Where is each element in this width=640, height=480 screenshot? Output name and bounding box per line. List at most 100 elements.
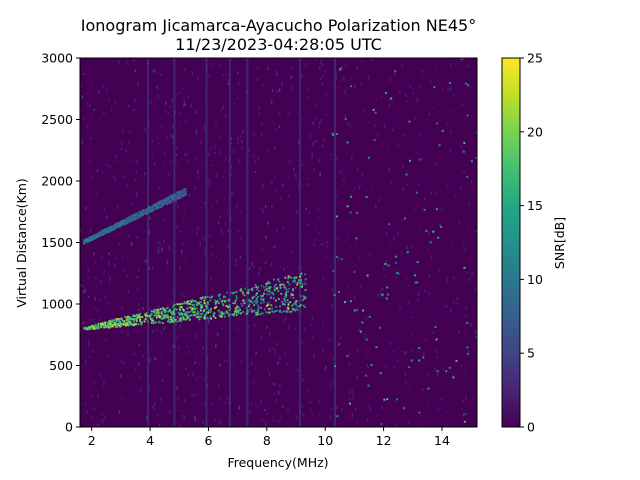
echo-pixel — [153, 314, 156, 317]
noise-pixel — [330, 238, 332, 241]
noise-pixel — [106, 354, 109, 358]
echo-pixel — [109, 321, 112, 324]
colorbar-tick-label: 25 — [527, 51, 543, 66]
echo-pixel — [262, 299, 265, 301]
noise-pixel — [449, 358, 451, 360]
noise-pixel — [365, 353, 368, 356]
noise-pixel — [308, 147, 311, 151]
noise-pixel — [261, 418, 263, 421]
noise-pixel — [339, 264, 341, 267]
noise-pixel — [254, 171, 257, 173]
noise-pixel — [231, 364, 234, 366]
echo-pixel — [126, 319, 129, 321]
noise-pixel — [304, 120, 307, 123]
noise-pixel — [328, 75, 331, 79]
noise-pixel — [227, 228, 229, 232]
echo-pixel — [88, 328, 91, 330]
noise-pixel — [313, 243, 315, 247]
noise-pixel — [114, 161, 117, 163]
noise-pixel — [95, 355, 97, 357]
echo-pixel — [107, 326, 110, 329]
noise-pixel — [252, 343, 255, 346]
echo-pixel — [266, 293, 268, 296]
noise-pixel — [200, 344, 202, 347]
noise-pixel — [262, 209, 264, 213]
echo-pixel — [129, 216, 131, 219]
noise-pixel — [80, 85, 82, 87]
noise-pixel — [120, 374, 122, 378]
echo-pixel — [204, 296, 207, 298]
noise-pixel — [463, 384, 466, 386]
echo-pixel — [304, 289, 307, 291]
echo-pixel — [255, 286, 258, 288]
echo-pixel — [273, 311, 275, 314]
noise-pixel — [258, 105, 260, 110]
noise-pixel — [136, 193, 138, 198]
noise-pixel — [259, 401, 261, 405]
echo-pixel — [174, 198, 177, 201]
noise-pixel — [349, 113, 351, 116]
noise-pixel — [432, 185, 434, 188]
echo-pixel — [157, 310, 159, 313]
noise-pixel — [310, 126, 313, 128]
noise-pixel — [409, 62, 412, 65]
echo-pixel — [286, 311, 289, 313]
noise-pixel — [187, 96, 189, 99]
noise-pixel — [405, 295, 408, 299]
noise-pixel — [210, 163, 213, 167]
echo-pixel — [157, 204, 160, 207]
noise-pixel — [100, 376, 103, 378]
echo-pixel — [139, 316, 141, 319]
noise-pixel — [243, 386, 246, 391]
echo-pixel — [172, 318, 175, 321]
echo-pixel — [142, 209, 144, 212]
noise-pixel — [285, 211, 288, 213]
noise-pixel — [302, 220, 304, 224]
echo-pixel — [256, 311, 259, 314]
echo-pixel — [94, 327, 97, 330]
echo-pixel — [97, 233, 100, 235]
echo-pixel — [127, 324, 130, 327]
echo-pixel — [232, 292, 234, 295]
noise-pixel — [111, 291, 113, 293]
noise-pixel — [356, 421, 358, 424]
noise-pixel — [449, 180, 452, 184]
echo-pixel — [137, 316, 139, 319]
x-axis: 2 4 6 8 10 12 14 — [88, 427, 450, 448]
noise-pixel — [417, 290, 420, 292]
noise-pixel — [128, 263, 130, 267]
noise-pixel — [257, 156, 259, 161]
noise-pixel — [315, 117, 317, 121]
noise-pixel — [459, 411, 461, 415]
echo-pixel — [287, 308, 290, 311]
noise-pixel — [443, 343, 445, 347]
noise-pixel — [326, 261, 329, 266]
noise-pixel — [239, 298, 242, 300]
noise-pixel — [390, 418, 393, 421]
noise-pixel — [316, 393, 318, 395]
echo-pixel — [274, 287, 276, 290]
noise-pixel — [195, 129, 198, 134]
noise-pixel — [179, 391, 182, 394]
echo-pixel — [203, 317, 206, 319]
noise-pixel — [447, 344, 449, 348]
noise-pixel — [308, 211, 310, 215]
noise-pixel — [301, 118, 304, 121]
noise-speck — [367, 384, 370, 387]
noise-pixel — [161, 194, 163, 196]
echo-pixel — [169, 309, 171, 311]
echo-pixel — [181, 313, 183, 316]
noise-pixel — [184, 395, 186, 397]
noise-pixel — [346, 367, 348, 370]
noise-pixel — [154, 402, 156, 405]
noise-speck — [384, 91, 387, 94]
noise-pixel — [466, 228, 468, 231]
noise-pixel — [129, 160, 131, 163]
noise-pixel — [274, 393, 276, 396]
echo-pixel — [236, 305, 239, 308]
echo-pixel — [96, 235, 99, 238]
noise-pixel — [469, 293, 471, 295]
noise-pixel — [113, 393, 116, 397]
noise-pixel — [425, 338, 427, 341]
noise-pixel — [357, 279, 360, 283]
